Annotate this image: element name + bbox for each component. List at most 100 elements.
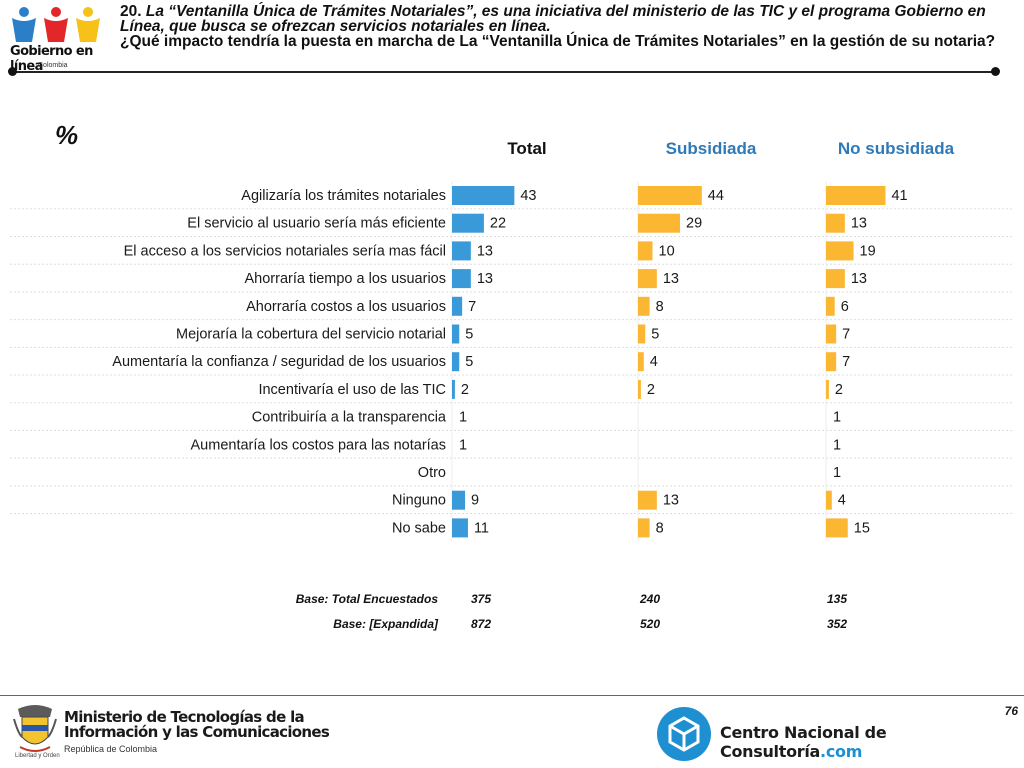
value-label-no-subsidiada: 41 bbox=[891, 188, 907, 204]
bar-total bbox=[452, 296, 463, 316]
brand-country: Colombia bbox=[38, 62, 68, 69]
category-label: Contribuiría a la transparencia bbox=[252, 410, 447, 426]
bar-total bbox=[452, 213, 484, 233]
value-label-total: 5 bbox=[465, 354, 473, 370]
value-label-no-subsidiada: 1 bbox=[833, 410, 841, 426]
brand-name: Gobierno en línea bbox=[10, 44, 93, 74]
value-label-no-subsidiada: 4 bbox=[838, 493, 846, 509]
value-label-total: 11 bbox=[474, 520, 489, 536]
ministry-line-1: Ministerio de Tecnologías de la bbox=[64, 708, 305, 726]
value-label-no-subsidiada: 2 bbox=[835, 382, 843, 398]
bar-subsidiada bbox=[638, 186, 702, 205]
rule-dot-right bbox=[991, 67, 1000, 76]
category-label: El acceso a los servicios notariales ser… bbox=[124, 243, 446, 259]
percent-symbol: % bbox=[55, 120, 79, 150]
base-nosub-value: 135 bbox=[827, 592, 848, 606]
value-label-subsidiada: 8 bbox=[656, 520, 664, 536]
bar-total bbox=[452, 379, 455, 399]
value-label-total: 1 bbox=[459, 410, 467, 426]
bar-no-subsidiada bbox=[826, 296, 835, 316]
base-expanded-sub-value: 520 bbox=[640, 617, 661, 631]
value-label-no-subsidiada: 15 bbox=[854, 520, 870, 536]
base-total-value: 375 bbox=[471, 592, 492, 606]
bar-no-subsidiada bbox=[826, 324, 837, 344]
value-label-total: 7 bbox=[468, 299, 476, 315]
value-label-total: 1 bbox=[459, 437, 467, 453]
value-label-no-subsidiada: 1 bbox=[833, 465, 841, 481]
category-label: Incentivaría el uso de las TIC bbox=[258, 382, 446, 398]
ministry-line-2: Información y las Comunicaciones bbox=[64, 723, 330, 741]
category-label: Ninguno bbox=[392, 493, 446, 509]
value-label-subsidiada: 10 bbox=[659, 243, 675, 259]
bar-no-subsidiada bbox=[826, 186, 886, 205]
category-label: Mejoraría la cobertura del servicio nota… bbox=[176, 327, 446, 343]
colombia-coat-of-arms-icon bbox=[13, 705, 57, 752]
value-label-subsidiada: 5 bbox=[651, 327, 659, 343]
value-label-subsidiada: 4 bbox=[650, 354, 658, 370]
republic-name: República de Colombia bbox=[64, 744, 158, 754]
header-rule bbox=[12, 71, 996, 73]
category-label: Ahorraría tiempo a los usuarios bbox=[245, 271, 447, 287]
base-expanded-total-value: 872 bbox=[471, 617, 492, 631]
category-label: No sabe bbox=[392, 520, 446, 536]
value-label-no-subsidiada: 19 bbox=[860, 243, 876, 259]
bar-no-subsidiada bbox=[826, 379, 829, 399]
value-label-no-subsidiada: 1 bbox=[833, 437, 841, 453]
category-label: El servicio al usuario sería más eficien… bbox=[187, 216, 446, 232]
bar-subsidiada bbox=[638, 213, 681, 233]
value-label-no-subsidiada: 13 bbox=[851, 216, 867, 232]
question-number: 20. bbox=[120, 3, 146, 20]
cnc-name-suffix: .com bbox=[820, 742, 863, 761]
rule-dot-left bbox=[8, 67, 17, 76]
category-label: Aumentaría los costos para las notarías bbox=[191, 437, 447, 453]
bar-no-subsidiada bbox=[826, 352, 837, 372]
value-label-total: 2 bbox=[461, 382, 469, 398]
value-label-total: 9 bbox=[471, 493, 479, 509]
series-header-total: Total bbox=[507, 139, 546, 158]
question-intro: La “Ventanilla Única de Trámites Notaria… bbox=[120, 3, 986, 35]
bar-total bbox=[452, 490, 466, 510]
bar-total bbox=[452, 269, 471, 289]
bar-total bbox=[452, 241, 471, 261]
question-text: 20. La “Ventanilla Única de Trámites Not… bbox=[120, 3, 1015, 50]
question-main: ¿Qué impacto tendría la puesta en marcha… bbox=[120, 33, 996, 50]
bar-no-subsidiada bbox=[826, 269, 845, 289]
category-label: Otro bbox=[418, 465, 446, 481]
cnc-name: Centro Nacional de Consultoría.com bbox=[720, 723, 1024, 761]
footer-rule bbox=[0, 695, 1024, 696]
bar-subsidiada bbox=[638, 352, 644, 372]
series-header-no-subsidiada: No subsidiada bbox=[838, 139, 955, 158]
page-number: 76 bbox=[1004, 704, 1018, 718]
value-label-subsidiada: 2 bbox=[647, 382, 655, 398]
ministry-name: Ministerio de Tecnologías de la Informac… bbox=[64, 708, 330, 741]
bar-chart: Total Subsidiada No subsidiada Agilizaría l… bbox=[10, 139, 1012, 542]
bar-no-subsidiada bbox=[826, 241, 854, 261]
motto: Libertad y Orden bbox=[15, 753, 60, 759]
base-expanded-nosub-value: 352 bbox=[827, 617, 848, 631]
value-label-no-subsidiada: 6 bbox=[841, 299, 849, 315]
series-header-subsidiada: Subsidiada bbox=[666, 139, 757, 158]
value-label-total: 22 bbox=[490, 216, 506, 232]
bar-total bbox=[452, 186, 515, 205]
bar-subsidiada bbox=[638, 296, 650, 316]
value-label-subsidiada: 29 bbox=[686, 216, 702, 232]
value-label-no-subsidiada: 7 bbox=[842, 354, 850, 370]
category-label: Aumentaría la confianza / seguridad de l… bbox=[112, 354, 446, 370]
value-label-total: 13 bbox=[477, 243, 493, 259]
bar-total bbox=[452, 352, 460, 372]
value-label-subsidiada: 8 bbox=[656, 299, 664, 315]
value-label-subsidiada: 44 bbox=[708, 188, 724, 204]
bar-total bbox=[452, 518, 468, 538]
base-expanded-label: Base: [Expandida] bbox=[333, 617, 438, 631]
bar-total bbox=[452, 324, 460, 344]
bar-subsidiada bbox=[638, 379, 641, 399]
category-label: Ahorraría costos a los usuarios bbox=[246, 299, 446, 315]
gobierno-en-linea-logo: Gobierno en línea Colombia bbox=[8, 4, 108, 74]
cnc-logo-icon bbox=[657, 707, 711, 761]
value-label-subsidiada: 13 bbox=[663, 493, 679, 509]
value-label-total: 13 bbox=[477, 271, 493, 287]
cnc-name-main: Centro Nacional de Consultoría bbox=[720, 723, 887, 761]
bar-subsidiada bbox=[638, 269, 657, 289]
value-label-subsidiada: 13 bbox=[663, 271, 679, 287]
bar-no-subsidiada bbox=[826, 518, 848, 538]
